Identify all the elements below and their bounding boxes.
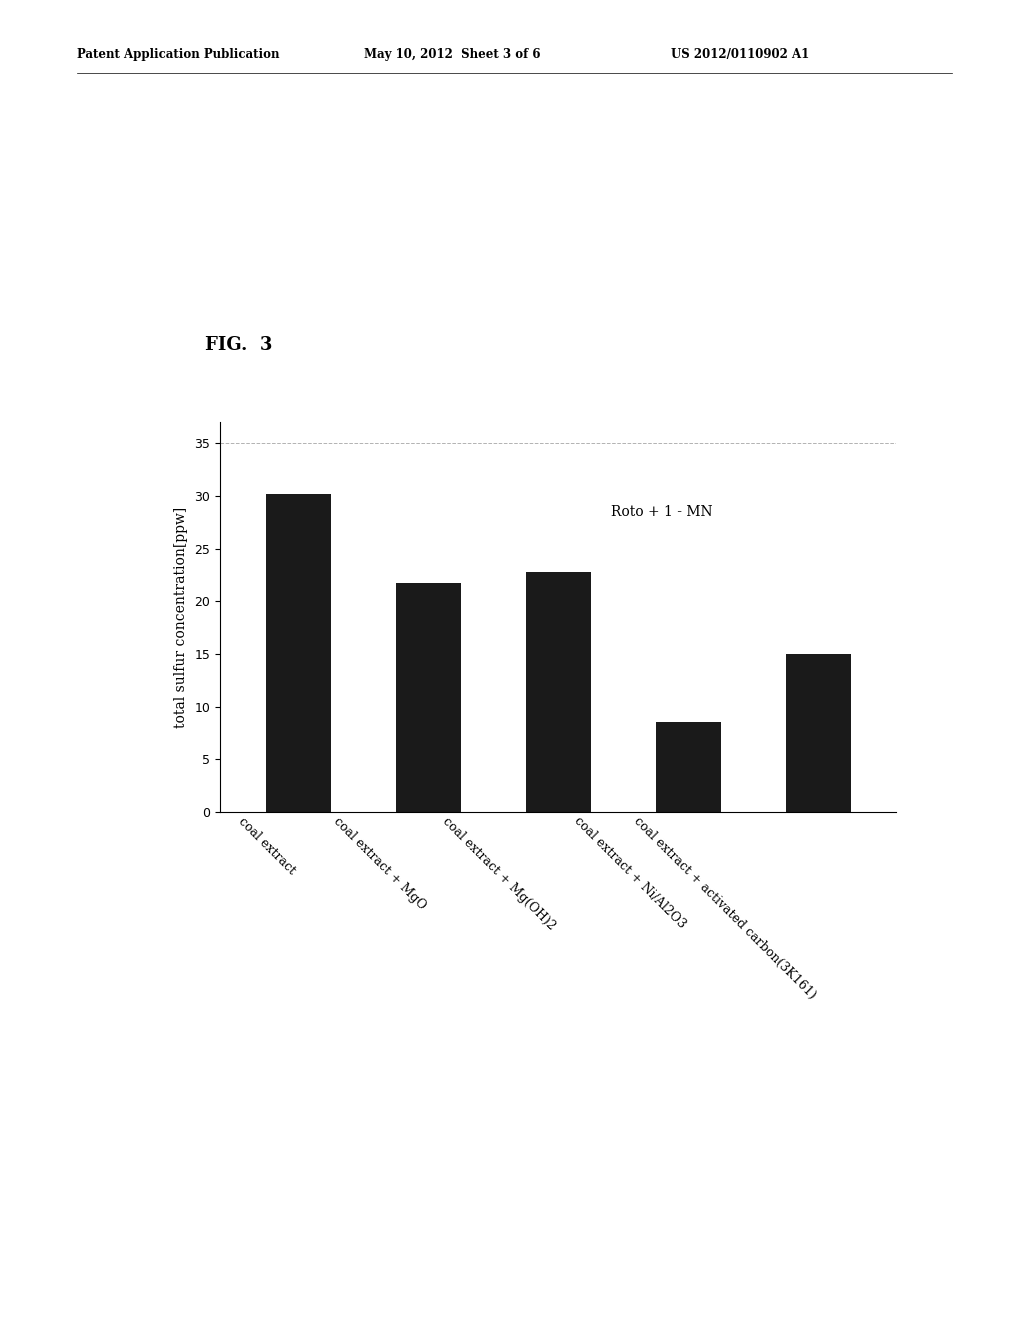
Text: FIG.  3: FIG. 3 xyxy=(205,335,272,354)
Bar xyxy=(525,572,591,812)
Bar xyxy=(395,583,461,812)
Text: Patent Application Publication: Patent Application Publication xyxy=(77,48,280,61)
Text: US 2012/0110902 A1: US 2012/0110902 A1 xyxy=(671,48,809,61)
Bar xyxy=(785,653,851,812)
Y-axis label: total sulfur concentration[ppw]: total sulfur concentration[ppw] xyxy=(174,507,187,727)
Bar xyxy=(655,722,721,812)
Bar xyxy=(265,494,331,812)
Text: May 10, 2012  Sheet 3 of 6: May 10, 2012 Sheet 3 of 6 xyxy=(364,48,540,61)
Text: Roto + 1 - MN: Roto + 1 - MN xyxy=(611,504,713,519)
